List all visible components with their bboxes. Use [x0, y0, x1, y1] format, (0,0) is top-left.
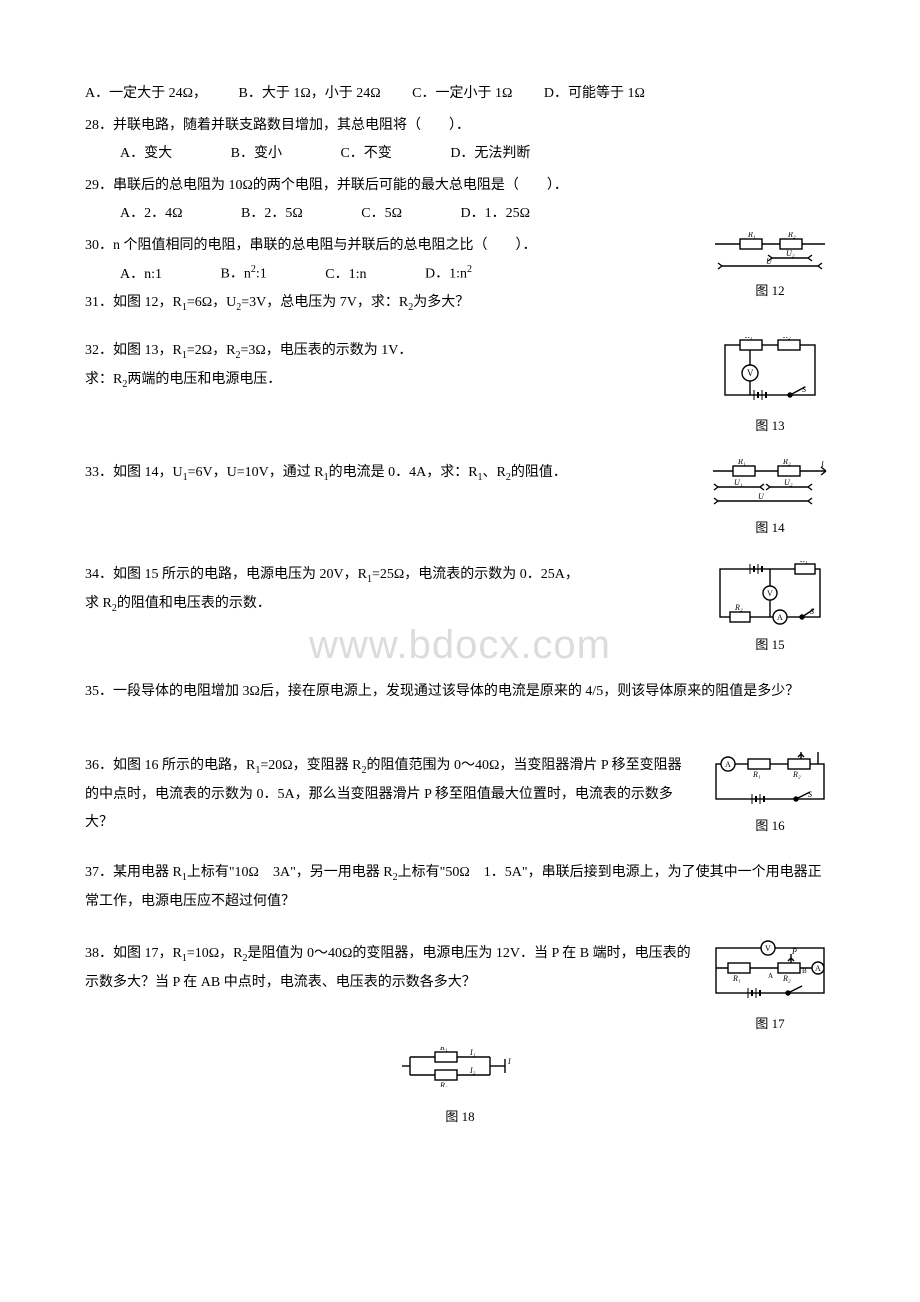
svg-text:R₁: R₁: [744, 337, 753, 340]
svg-text:R₂: R₂: [792, 770, 801, 779]
q29-choices: A．2．4Ω B．2．5Ω C．5Ω D．1．25Ω: [85, 200, 835, 228]
q30-choices: A．n:1 B．n2:1 C．1:n D．1:n2: [85, 260, 695, 289]
q27-choices: A．一定大于 24Ω， B．大于 1Ω，小于 24Ω C．一定小于 1Ω D．可…: [85, 80, 835, 108]
fig18-box: R₁ R₂ I₁ I₂ I 图 18: [85, 1047, 835, 1130]
fig13-caption: 图 13: [705, 413, 835, 439]
svg-text:I: I: [820, 460, 824, 469]
svg-text:P: P: [791, 947, 797, 956]
q28-a: A．变大: [120, 140, 172, 168]
svg-text:R₁: R₁: [732, 974, 741, 983]
fig14-diagram: R₁ R₂ I U₁ U₂ U: [708, 459, 833, 509]
q29-b: B．2．5Ω: [241, 200, 303, 228]
fig15-diagram: V A R₁ R₂ S: [710, 561, 830, 626]
fig12-box: R₁ R₂ U₂ U 图 12: [705, 232, 835, 304]
svg-text:A: A: [768, 972, 773, 980]
q32-row: 32．如图 13，R1=2Ω，R2=3Ω，电压表的示数为 1V． 求：R2两端的…: [85, 337, 835, 439]
svg-text:R₂: R₂: [782, 459, 791, 466]
q34-row: 34．如图 15 所示的电路，电源电压为 20V，R1=25Ω，电流表的示数为 …: [85, 561, 835, 658]
svg-text:R₁: R₁: [752, 770, 761, 779]
q30-a: A．n:1: [120, 261, 162, 289]
q28-stem: 28．并联电路，随着并联支路数目增加，其总电阻将（ ）．: [85, 112, 835, 140]
svg-text:U₁: U₁: [734, 478, 743, 487]
q32-text: 32．如图 13，R1=2Ω，R2=3Ω，电压表的示数为 1V． 求：R2两端的…: [85, 337, 695, 395]
svg-text:A: A: [815, 964, 821, 973]
fig18-caption: 图 18: [85, 1104, 835, 1130]
q34-text: 34．如图 15 所示的电路，电源电压为 20V，R1=25Ω，电流表的示数为 …: [85, 561, 695, 619]
svg-text:R₂: R₂: [439, 1081, 448, 1087]
fig17-box: V A R₁ A R₂ B P 图 17: [705, 940, 835, 1037]
svg-text:A: A: [725, 760, 731, 769]
svg-text:A: A: [777, 613, 783, 622]
q29-c: C．5Ω: [361, 200, 402, 228]
q28-c: C．不变: [340, 140, 391, 168]
svg-text:S: S: [802, 385, 806, 394]
q27-choice-d: D．可能等于 1Ω: [544, 80, 645, 108]
q30-b: B．n2:1: [221, 260, 267, 289]
q30-q31-row: 30．n 个阻值相同的电阻，串联的总电阻与并联后的总电阻之比（ ）． A．n:1…: [85, 232, 835, 317]
svg-text:V: V: [765, 944, 771, 953]
fig15-box: V A R₁ R₂ S 图 15: [705, 561, 835, 658]
fig16-caption: 图 16: [705, 813, 835, 839]
fig13-box: V R₁ R₂ S 图 13: [705, 337, 835, 439]
svg-text:I: I: [507, 1057, 511, 1066]
q33-text: 33．如图 14，U1=6V，U=10V，通过 R1的电流是 0．4A，求：R1…: [85, 459, 695, 488]
svg-text:R₂: R₂: [734, 603, 743, 612]
fig14-caption: 图 14: [705, 515, 835, 541]
q28-d: D．无法判断: [450, 140, 530, 168]
q37: 37．某用电器 R1上标有"10Ω 3A"，另一用电器 R2上标有"50Ω 1．…: [85, 859, 835, 916]
fig12-diagram: R₁ R₂ U₂ U: [710, 232, 830, 272]
svg-text:V: V: [767, 589, 773, 598]
svg-text:U: U: [758, 492, 765, 501]
fig17-caption: 图 17: [705, 1011, 835, 1037]
svg-text:R₁: R₁: [799, 561, 808, 564]
q36-text: 36．如图 16 所示的电路，R1=20Ω，变阻器 R2的阻值范围为 0～40Ω…: [85, 752, 695, 837]
q30-d: D．1:n2: [425, 260, 472, 289]
fig14-box: R₁ R₂ I U₁ U₂ U 图 14: [705, 459, 835, 541]
q31-stem: 31．如图 12，R1=6Ω，U2=3V，总电压为 7V，求：R2为多大？: [85, 289, 695, 318]
page-content: A．一定大于 24Ω， B．大于 1Ω，小于 24Ω C．一定小于 1Ω D．可…: [85, 80, 835, 1130]
fig16-diagram: A R₁ R₂ P S: [708, 752, 833, 807]
q28-b: B．变小: [231, 140, 282, 168]
q30-c: C．1:n: [325, 261, 366, 289]
svg-text:R₂: R₂: [787, 232, 796, 239]
fig18-diagram: R₁ R₂ I₁ I₂ I: [400, 1047, 520, 1087]
svg-text:U₂: U₂: [784, 478, 793, 487]
q29-a: A．2．4Ω: [120, 200, 183, 228]
svg-text:S: S: [808, 790, 812, 799]
svg-text:R₂: R₂: [782, 974, 791, 983]
svg-text:V: V: [747, 368, 754, 378]
svg-text:R₁: R₁: [747, 232, 756, 239]
svg-text:I₂: I₂: [469, 1066, 476, 1075]
q27-choice-b: B．大于 1Ω，小于 24Ω: [239, 80, 381, 108]
svg-text:S: S: [810, 607, 814, 616]
q28-choices: A．变大 B．变小 C．不变 D．无法判断: [85, 140, 835, 168]
q29-stem: 29．串联后的总电阻为 10Ω的两个电阻，并联后可能的最大总电阻是（ ）．: [85, 172, 835, 200]
fig13-diagram: V R₁ R₂ S: [710, 337, 830, 407]
svg-text:R₂: R₂: [782, 337, 791, 340]
q36-row: 36．如图 16 所示的电路，R1=20Ω，变阻器 R2的阻值范围为 0～40Ω…: [85, 752, 835, 839]
q38-text: 38．如图 17，R1=10Ω，R2是阻值为 0～40Ω的变阻器，电源电压为 1…: [85, 940, 695, 997]
svg-text:U₂: U₂: [786, 249, 795, 258]
svg-text:I₁: I₁: [469, 1048, 476, 1057]
svg-text:R₁: R₁: [737, 459, 746, 466]
svg-text:B: B: [802, 967, 807, 975]
q30-stem: 30．n 个阻值相同的电阻，串联的总电阻与并联后的总电阻之比（ ）．: [85, 232, 695, 260]
fig12-caption: 图 12: [705, 278, 835, 304]
q38-row: 38．如图 17，R1=10Ω，R2是阻值为 0～40Ω的变阻器，电源电压为 1…: [85, 940, 835, 1037]
q27-choice-a: A．一定大于 24Ω，: [85, 80, 207, 108]
q29-d: D．1．25Ω: [461, 200, 531, 228]
q28: 28．并联电路，随着并联支路数目增加，其总电阻将（ ）． A．变大 B．变小 C…: [85, 112, 835, 168]
q33-row: 33．如图 14，U1=6V，U=10V，通过 R1的电流是 0．4A，求：R1…: [85, 459, 835, 541]
fig17-diagram: V A R₁ A R₂ B P: [708, 940, 833, 1005]
q27-choice-c: C．一定小于 1Ω: [412, 80, 512, 108]
q35: 35．一段导体的电阻增加 3Ω后，接在原电源上，发现通过该导体的电流是原来的 4…: [85, 678, 835, 706]
fig15-caption: 图 15: [705, 632, 835, 658]
q29: 29．串联后的总电阻为 10Ω的两个电阻，并联后可能的最大总电阻是（ ）． A．…: [85, 172, 835, 228]
svg-text:R₁: R₁: [439, 1047, 448, 1052]
fig16-box: A R₁ R₂ P S 图 16: [705, 752, 835, 839]
